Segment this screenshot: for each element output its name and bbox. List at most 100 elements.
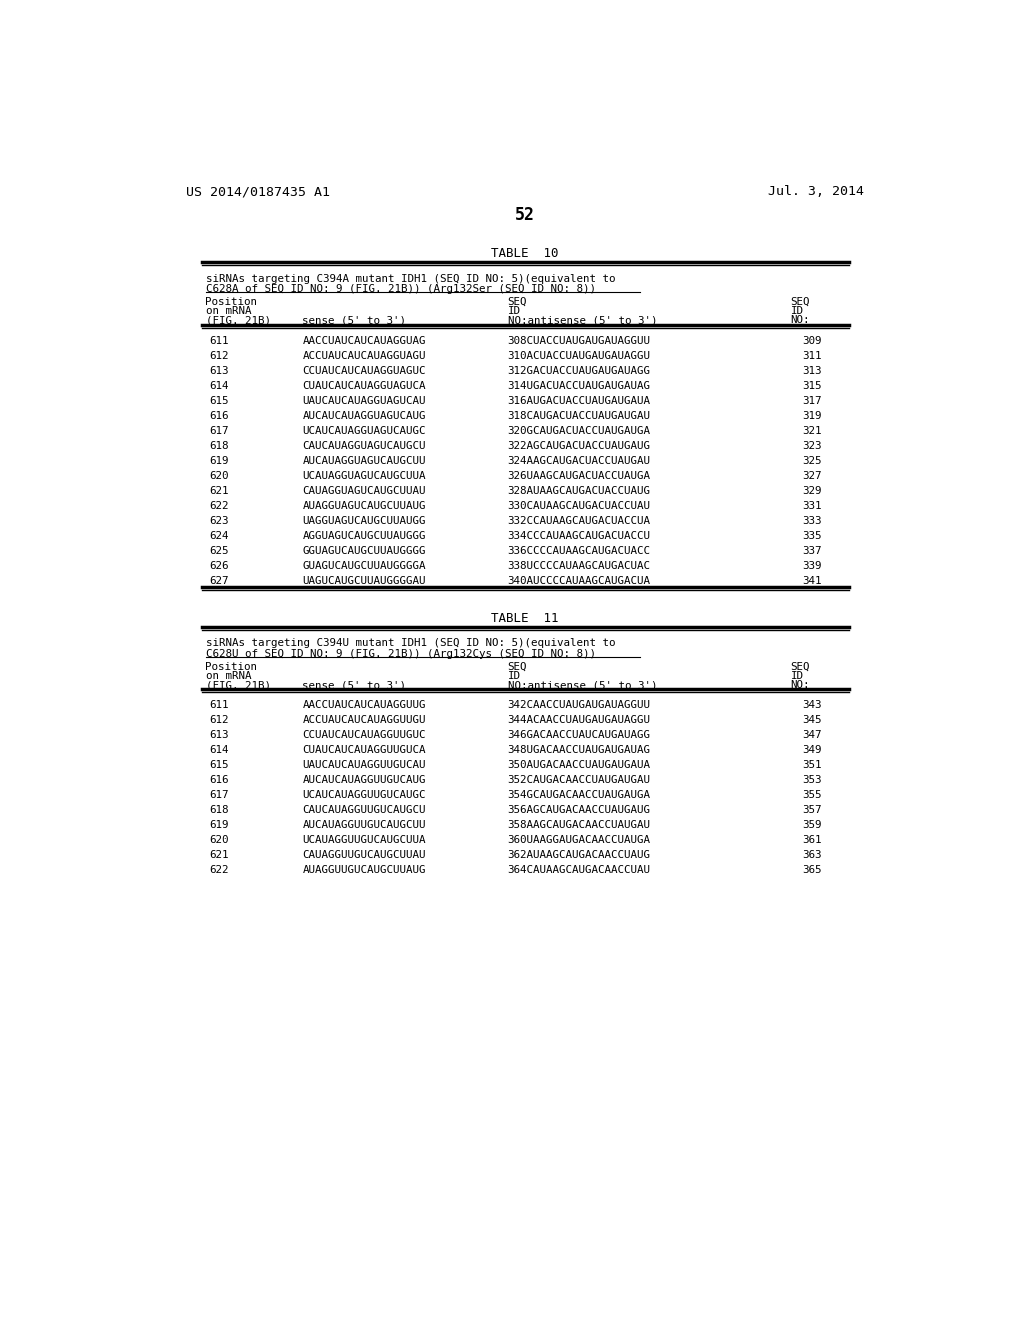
Text: (FIG. 21B): (FIG. 21B)	[206, 315, 270, 326]
Text: 322AGCAUGACUACCUAUGAUG: 322AGCAUGACUACCUAUGAUG	[508, 441, 650, 450]
Text: 52: 52	[515, 206, 535, 224]
Text: NO:: NO:	[791, 315, 810, 326]
Text: 611: 611	[209, 700, 228, 710]
Text: AACCUAUCAUCAUAGGUAG: AACCUAUCAUCAUAGGUAG	[302, 335, 426, 346]
Text: C628A of SEQ ID NO: 9 (FIG. 21B)) (Arg132Ser (SEQ ID NO: 8)): C628A of SEQ ID NO: 9 (FIG. 21B)) (Arg13…	[206, 284, 596, 294]
Text: 619: 619	[209, 455, 228, 466]
Text: 615: 615	[209, 760, 228, 770]
Text: 351: 351	[802, 760, 821, 770]
Text: 348UGACAACCUAUGAUGAUAG: 348UGACAACCUAUGAUGAUAG	[508, 744, 650, 755]
Text: 347: 347	[802, 730, 821, 741]
Text: AGGUAGUCAUGCUUAUGGG: AGGUAGUCAUGCUUAUGGG	[302, 531, 426, 541]
Text: AUCAUAGGUUGUCAUGCUU: AUCAUAGGUUGUCAUGCUU	[302, 820, 426, 830]
Text: 331: 331	[802, 500, 821, 511]
Text: 337: 337	[802, 545, 821, 556]
Text: 616: 616	[209, 775, 228, 785]
Text: 611: 611	[209, 335, 228, 346]
Text: CUAUCAUCAUAGGUUGUCA: CUAUCAUCAUAGGUUGUCA	[302, 744, 426, 755]
Text: 317: 317	[802, 396, 821, 405]
Text: SEQ: SEQ	[508, 297, 527, 308]
Text: GUAGUCAUGCUUAUGGGGA: GUAGUCAUGCUUAUGGGGA	[302, 561, 426, 570]
Text: 621: 621	[209, 486, 228, 495]
Text: ID: ID	[508, 671, 521, 681]
Text: CCUAUCAUCAUAGGUUGUC: CCUAUCAUCAUAGGUUGUC	[302, 730, 426, 741]
Text: UAUCAUCAUAGGUAGUCAU: UAUCAUCAUAGGUAGUCAU	[302, 396, 426, 405]
Text: 338UCCCCAUAAGCAUGACUAC: 338UCCCCAUAAGCAUGACUAC	[508, 561, 650, 570]
Text: 349: 349	[802, 744, 821, 755]
Text: UCAUCAUAGGUUGUCAUGC: UCAUCAUAGGUUGUCAUGC	[302, 791, 426, 800]
Text: SEQ: SEQ	[791, 297, 810, 308]
Text: 364CAUAAGCAUGACAACCUAU: 364CAUAAGCAUGACAACCUAU	[508, 866, 650, 875]
Text: 320GCAUGACUACCUAUGAUGA: 320GCAUGACUACCUAUGAUGA	[508, 425, 650, 436]
Text: CAUAGGUAGUCAUGCUUAU: CAUAGGUAGUCAUGCUUAU	[302, 486, 426, 495]
Text: 627: 627	[209, 576, 228, 586]
Text: 308CUACCUAUGAUGAUAGGUU: 308CUACCUAUGAUGAUAGGUU	[508, 335, 650, 346]
Text: 324AAGCAUGACUACCUAUGAU: 324AAGCAUGACUACCUAUGAU	[508, 455, 650, 466]
Text: ID: ID	[508, 306, 521, 317]
Text: TABLE  10: TABLE 10	[492, 247, 558, 260]
Text: 620: 620	[209, 471, 228, 480]
Text: 622: 622	[209, 866, 228, 875]
Text: 316AUGACUACCUAUGAUGAUA: 316AUGACUACCUAUGAUGAUA	[508, 396, 650, 405]
Text: 622: 622	[209, 500, 228, 511]
Text: 343: 343	[802, 700, 821, 710]
Text: 321: 321	[802, 425, 821, 436]
Text: AUAGGUAGUCAUGCUUAUG: AUAGGUAGUCAUGCUUAUG	[302, 500, 426, 511]
Text: NO:: NO:	[791, 680, 810, 690]
Text: siRNAs targeting C394U mutant IDH1 (SEQ ID NO: 5)(equivalent to: siRNAs targeting C394U mutant IDH1 (SEQ …	[206, 639, 615, 648]
Text: on mRNA: on mRNA	[206, 306, 251, 317]
Text: 362AUAAGCAUGACAACCUAUG: 362AUAAGCAUGACAACCUAUG	[508, 850, 650, 861]
Text: 360UAAGGAUGACAACCUAUGA: 360UAAGGAUGACAACCUAUGA	[508, 836, 650, 845]
Text: on mRNA: on mRNA	[206, 671, 251, 681]
Text: (FIG. 21B): (FIG. 21B)	[206, 680, 270, 690]
Text: 330CAUAAGCAUGACUACCUAU: 330CAUAAGCAUGACUACCUAU	[508, 500, 650, 511]
Text: UCAUCAUAGGUAGUCAUGC: UCAUCAUAGGUAGUCAUGC	[302, 425, 426, 436]
Text: UAGGUAGUCAUGCUUAUGG: UAGGUAGUCAUGCUUAUGG	[302, 516, 426, 525]
Text: 323: 323	[802, 441, 821, 450]
Text: UCAUAGGUUGUCAUGCUUA: UCAUAGGUUGUCAUGCUUA	[302, 836, 426, 845]
Text: 614: 614	[209, 380, 228, 391]
Text: C628U of SEQ ID NO: 9 (FIG. 21B)) (Arg132Cys (SEQ ID NO: 8)): C628U of SEQ ID NO: 9 (FIG. 21B)) (Arg13…	[206, 648, 596, 659]
Text: 336CCCCAUAAGCAUGACUACC: 336CCCCAUAAGCAUGACUACC	[508, 545, 650, 556]
Text: 335: 335	[802, 531, 821, 541]
Text: 612: 612	[209, 715, 228, 725]
Text: 334CCCAUAAGCAUGACUACCU: 334CCCAUAAGCAUGACUACCU	[508, 531, 650, 541]
Text: 346GACAACCUAUCAUGAUAGG: 346GACAACCUAUCAUGAUAGG	[508, 730, 650, 741]
Text: 326UAAGCAUGACUACCUAUGA: 326UAAGCAUGACUACCUAUGA	[508, 471, 650, 480]
Text: 352CAUGACAACCUAUGAUGAU: 352CAUGACAACCUAUGAUGAU	[508, 775, 650, 785]
Text: 315: 315	[802, 380, 821, 391]
Text: 614: 614	[209, 744, 228, 755]
Text: 333: 333	[802, 516, 821, 525]
Text: Position: Position	[206, 661, 257, 672]
Text: SEQ: SEQ	[791, 661, 810, 672]
Text: 361: 361	[802, 836, 821, 845]
Text: 329: 329	[802, 486, 821, 495]
Text: 358AAGCAUGACAACCUAUGAU: 358AAGCAUGACAACCUAUGAU	[508, 820, 650, 830]
Text: CAUCAUAGGUUGUCAUGCU: CAUCAUAGGUUGUCAUGCU	[302, 805, 426, 816]
Text: 339: 339	[802, 561, 821, 570]
Text: 318CAUGACUACCUAUGAUGAU: 318CAUGACUACCUAUGAUGAU	[508, 411, 650, 421]
Text: 327: 327	[802, 471, 821, 480]
Text: 314UGACUACCUAUGAUGAUAG: 314UGACUACCUAUGAUGAUAG	[508, 380, 650, 391]
Text: TABLE  11: TABLE 11	[492, 611, 558, 624]
Text: UAGUCAUGCUUAUGGGGAU: UAGUCAUGCUUAUGGGGAU	[302, 576, 426, 586]
Text: sense (5' to 3'): sense (5' to 3')	[302, 315, 407, 326]
Text: Jul. 3, 2014: Jul. 3, 2014	[768, 185, 864, 198]
Text: siRNAs targeting C394A mutant IDH1 (SEQ ID NO: 5)(equivalent to: siRNAs targeting C394A mutant IDH1 (SEQ …	[206, 275, 615, 284]
Text: ACCUAUCAUCAUAGGUUGU: ACCUAUCAUCAUAGGUUGU	[302, 715, 426, 725]
Text: 626: 626	[209, 561, 228, 570]
Text: UCAUAGGUAGUCAUGCUUA: UCAUAGGUAGUCAUGCUUA	[302, 471, 426, 480]
Text: 621: 621	[209, 850, 228, 861]
Text: 311: 311	[802, 351, 821, 360]
Text: 625: 625	[209, 545, 228, 556]
Text: 332CCAUAAGCAUGACUACCUA: 332CCAUAAGCAUGACUACCUA	[508, 516, 650, 525]
Text: 312GACUACCUAUGAUGAUAGG: 312GACUACCUAUGAUGAUAGG	[508, 366, 650, 375]
Text: AUCAUCAUAGGUUGUCAUG: AUCAUCAUAGGUUGUCAUG	[302, 775, 426, 785]
Text: 623: 623	[209, 516, 228, 525]
Text: 328AUAAGCAUGACUACCUAUG: 328AUAAGCAUGACUACCUAUG	[508, 486, 650, 495]
Text: SEQ: SEQ	[508, 661, 527, 672]
Text: 617: 617	[209, 425, 228, 436]
Text: 344ACAACCUAUGAUGAUAGGU: 344ACAACCUAUGAUGAUAGGU	[508, 715, 650, 725]
Text: 613: 613	[209, 366, 228, 375]
Text: GGUAGUCAUGCUUAUGGGG: GGUAGUCAUGCUUAUGGGG	[302, 545, 426, 556]
